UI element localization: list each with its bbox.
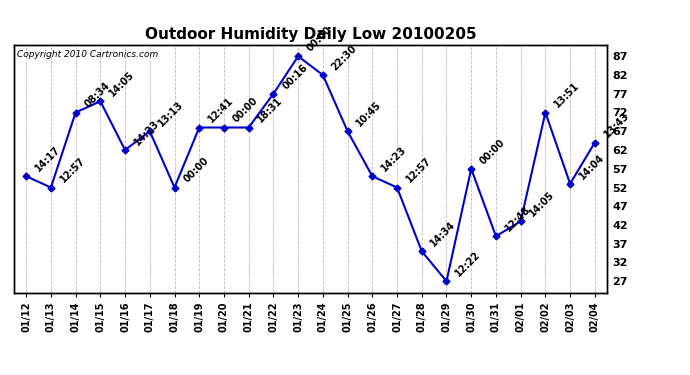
Text: 00:00: 00:00 — [181, 156, 210, 185]
Text: 22:30: 22:30 — [330, 43, 359, 72]
Text: 14:23: 14:23 — [380, 144, 408, 174]
Text: 00:00: 00:00 — [305, 24, 334, 54]
Text: 00:00: 00:00 — [231, 96, 260, 125]
Text: 10:45: 10:45 — [355, 99, 384, 129]
Text: 14:04: 14:04 — [577, 152, 606, 181]
Text: 12:41: 12:41 — [206, 96, 235, 125]
Text: 14:05: 14:05 — [528, 189, 557, 219]
Text: 00:16: 00:16 — [280, 62, 309, 91]
Text: 00:00: 00:00 — [478, 137, 507, 166]
Text: 13:51: 13:51 — [552, 81, 581, 110]
Text: 08:34: 08:34 — [83, 81, 112, 110]
Text: 14:05: 14:05 — [107, 69, 136, 99]
Text: 12:22: 12:22 — [453, 249, 482, 279]
Text: 13:43: 13:43 — [602, 111, 631, 140]
Text: Copyright 2010 Cartronics.com: Copyright 2010 Cartronics.com — [17, 50, 158, 59]
Text: 14:23: 14:23 — [132, 118, 161, 147]
Title: Outdoor Humidity Daily Low 20100205: Outdoor Humidity Daily Low 20100205 — [145, 27, 476, 42]
Text: 14:34: 14:34 — [428, 219, 457, 249]
Text: 18:31: 18:31 — [255, 96, 285, 125]
Text: 14:17: 14:17 — [33, 144, 62, 174]
Text: 12:48: 12:48 — [503, 204, 532, 234]
Text: 12:57: 12:57 — [58, 156, 87, 185]
Text: 13:13: 13:13 — [157, 99, 186, 129]
Text: 12:57: 12:57 — [404, 156, 433, 185]
